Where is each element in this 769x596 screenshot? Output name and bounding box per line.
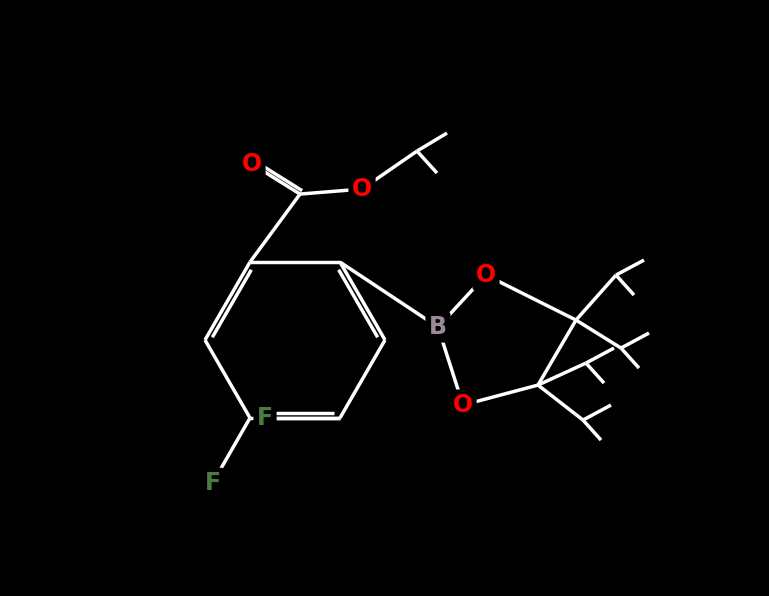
Text: F: F xyxy=(205,471,221,495)
Text: O: O xyxy=(476,263,496,287)
Text: O: O xyxy=(453,393,473,417)
Text: F: F xyxy=(257,406,273,430)
Text: B: B xyxy=(429,315,447,339)
Text: O: O xyxy=(242,152,262,176)
Text: O: O xyxy=(352,177,372,201)
